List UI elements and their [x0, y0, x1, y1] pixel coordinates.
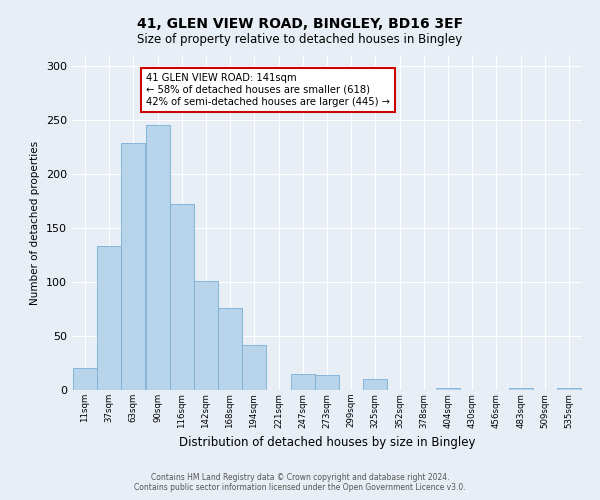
- Bar: [218, 308, 242, 390]
- Text: Contains HM Land Registry data © Crown copyright and database right 2024.
Contai: Contains HM Land Registry data © Crown c…: [134, 473, 466, 492]
- Bar: [316, 375, 338, 390]
- Bar: [242, 344, 266, 390]
- Y-axis label: Number of detached properties: Number of detached properties: [31, 140, 40, 304]
- Bar: [509, 388, 533, 390]
- Bar: [436, 388, 460, 390]
- Bar: [97, 246, 121, 390]
- Bar: [292, 374, 314, 390]
- Bar: [557, 388, 581, 390]
- X-axis label: Distribution of detached houses by size in Bingley: Distribution of detached houses by size …: [179, 436, 475, 449]
- Bar: [73, 368, 97, 390]
- Text: Size of property relative to detached houses in Bingley: Size of property relative to detached ho…: [137, 32, 463, 46]
- Bar: [121, 142, 145, 390]
- Bar: [170, 204, 194, 390]
- Text: 41, GLEN VIEW ROAD, BINGLEY, BD16 3EF: 41, GLEN VIEW ROAD, BINGLEY, BD16 3EF: [137, 18, 463, 32]
- Bar: [146, 125, 170, 390]
- Bar: [194, 281, 218, 390]
- Text: 41 GLEN VIEW ROAD: 141sqm
← 58% of detached houses are smaller (618)
42% of semi: 41 GLEN VIEW ROAD: 141sqm ← 58% of detac…: [146, 74, 390, 106]
- Bar: [364, 379, 386, 390]
